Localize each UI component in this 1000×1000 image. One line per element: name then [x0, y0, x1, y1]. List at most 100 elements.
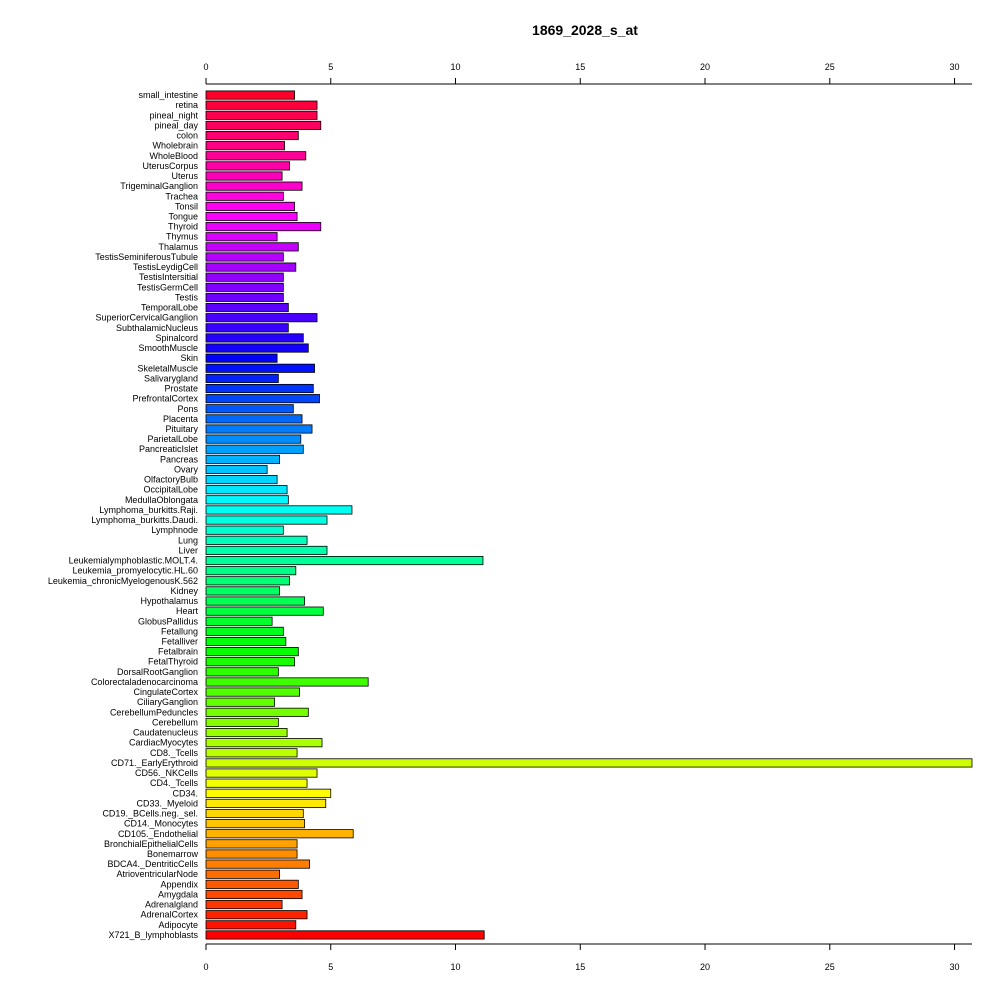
bar — [205, 606, 324, 616]
bar — [205, 292, 284, 302]
category-label: Leukemia_promyelocytic.HL.60 — [72, 566, 198, 576]
bar — [205, 282, 284, 292]
bar — [205, 232, 278, 242]
category-label: AdrenalCortex — [140, 910, 198, 920]
bar — [205, 191, 284, 201]
category-label: Adipocyte — [158, 920, 198, 930]
chart-title: 1869_2028_s_at — [532, 22, 638, 38]
category-label: Tonsil — [175, 201, 198, 211]
category-label: X721_B_lymphoblasts — [108, 930, 198, 940]
bar — [205, 626, 284, 636]
category-label: CardiacMyocytes — [129, 738, 199, 748]
category-label: Amygdala — [158, 889, 198, 899]
category-label: Hypothalamus — [140, 596, 198, 606]
category-label: Ovary — [174, 464, 199, 474]
bar — [205, 687, 300, 697]
bar — [205, 383, 314, 394]
bar — [205, 404, 294, 414]
category-label: SuperiorCervicalGanglion — [95, 313, 198, 323]
category-label: CD33._Myeloid — [136, 798, 198, 808]
category-label: Salivarygland — [144, 373, 198, 383]
tick-label: 0 — [203, 962, 208, 972]
tick-label: 5 — [328, 962, 333, 972]
tick-label: 20 — [700, 962, 710, 972]
bar — [205, 252, 284, 262]
category-label: Leukemialymphoblastic.MOLT.4. — [69, 556, 198, 566]
category-label: Uterus — [171, 171, 198, 181]
category-label: Lung — [178, 535, 198, 545]
tick-label: 5 — [328, 62, 333, 72]
category-label: pineal_night — [149, 110, 198, 120]
bar — [205, 910, 308, 920]
bar — [205, 879, 299, 889]
bar — [205, 798, 327, 808]
bar — [205, 475, 278, 485]
category-label: Lymphnode — [151, 525, 198, 535]
bar — [205, 100, 318, 110]
bar — [205, 120, 322, 130]
tick-label: 15 — [575, 962, 585, 972]
category-label: ParietalLobe — [147, 434, 198, 444]
category-label: Tongue — [168, 211, 198, 221]
category-label: colon — [176, 131, 198, 141]
category-label: CingulateCortex — [133, 687, 198, 697]
category-label: SkeletalMuscle — [137, 363, 198, 373]
bar — [205, 566, 297, 576]
category-label: Spinalcord — [155, 333, 198, 343]
category-label: PrefrontalCortex — [132, 394, 198, 404]
bar — [205, 748, 298, 758]
tick-label: 25 — [825, 962, 835, 972]
bar — [205, 889, 303, 900]
bar — [205, 778, 308, 788]
bar — [205, 920, 297, 930]
category-label: Prostate — [164, 384, 198, 394]
category-label: Wholebrain — [152, 141, 198, 151]
category-label: TrigeminalGanglion — [120, 181, 198, 191]
bottom-x-axis: 0 5 10 15 20 25 30 — [203, 943, 972, 972]
category-label: OlfactoryBulb — [144, 475, 198, 485]
category-label: Thalamus — [158, 242, 198, 252]
category-label: Caudatenucleus — [133, 728, 199, 738]
category-label: PancreaticIslet — [139, 444, 199, 454]
category-label: Bonemarrow — [147, 849, 199, 859]
bar — [205, 272, 284, 282]
bar — [205, 900, 283, 910]
category-label: Skin — [180, 353, 198, 363]
bars — [205, 90, 973, 940]
category-label: CD8._Tcells — [150, 748, 199, 758]
category-label: CD34. — [172, 788, 198, 798]
tick-label: 20 — [700, 62, 710, 72]
category-label: Colorectaladenocarcinoma — [91, 677, 198, 687]
category-label: Fetalbrain — [158, 647, 198, 657]
bar — [205, 222, 322, 232]
category-label: WholeBlood — [149, 151, 198, 161]
category-label: AtrioventricularNode — [116, 869, 198, 879]
bar — [205, 242, 299, 252]
bar — [205, 555, 484, 566]
bar — [205, 616, 273, 626]
bar — [205, 788, 332, 798]
category-label: CD14._Monocytes — [124, 819, 199, 829]
bar — [205, 697, 276, 707]
bar — [205, 859, 310, 869]
category-label: BDCA4._DentriticCells — [107, 859, 198, 869]
bar — [205, 454, 281, 464]
bar — [205, 141, 285, 151]
bar — [205, 201, 295, 211]
bar — [205, 636, 287, 647]
bar — [205, 211, 298, 222]
category-label: Pancreas — [160, 454, 199, 464]
category-label: Kidney — [170, 586, 198, 596]
category-label: Thyroid — [168, 222, 198, 232]
bar — [205, 373, 279, 383]
bar — [205, 130, 299, 141]
category-label: GlobusPallidus — [138, 616, 199, 626]
bar — [205, 819, 305, 829]
bar — [205, 586, 281, 596]
category-label: Lymphoma_burkitts.Daudi. — [91, 515, 198, 525]
category-label: TestisLeydigCell — [133, 262, 198, 272]
category-label: Placenta — [163, 414, 198, 424]
category-label: CD71._EarlyErythroid — [111, 758, 198, 768]
category-label: Trachea — [165, 191, 198, 201]
tick-label: 30 — [950, 962, 960, 972]
